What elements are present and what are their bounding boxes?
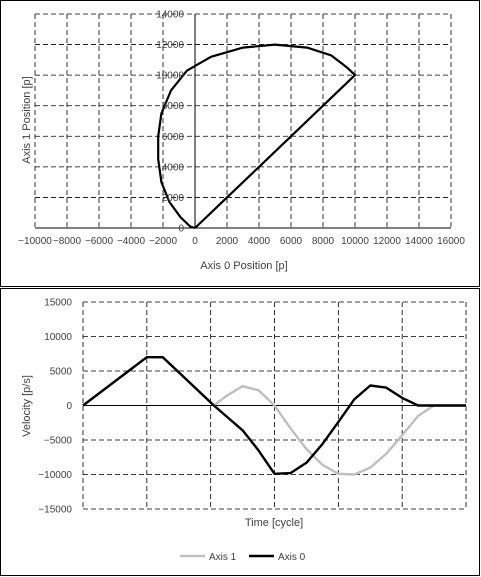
y-tick-label: 0 [66,401,72,412]
x-tick-label: 10000 [341,236,369,247]
x-tick-label: −8000 [53,236,82,247]
x-tick-label: −2000 [149,236,178,247]
grid [34,13,452,228]
series-layer [82,356,466,476]
y-tick-label: 14000 [156,10,184,21]
x-tick-labels: −10000 −8000 −6000 −4000 −2000 0 2000 4000 6000 8… [18,236,465,247]
x-tick-label: 14000 [405,236,433,247]
y-tick-label: 5000 [50,367,73,378]
x-axis-label: Time [cycle] [245,517,303,529]
x-tick-label: 2000 [216,236,239,247]
y-tick-labels: 0 2000 4000 6000 8000 10000 12000 14000 [156,10,184,235]
x-tick-label: 16000 [437,236,465,247]
x-tick-label: 8000 [312,236,335,247]
top-chart-frame [0,0,480,287]
y-tick-label: −5000 [44,436,73,447]
series-path [157,43,357,230]
series-axis-1 [82,356,466,476]
series-layer [157,43,357,230]
y-axis-label: Velocity [p/s] [21,375,33,437]
y-tick-label: 10000 [156,71,184,82]
y-tick-label: 6000 [162,132,185,143]
axes [35,14,451,229]
y-tick-label: −10000 [38,470,72,481]
y-tick-label: 12000 [156,40,184,51]
x-axis-label: Axis 0 Position [p] [200,260,287,272]
position-chart: −10000 −8000 −6000 −4000 −2000 0 2000 4000 6000 8… [18,10,465,273]
legend-label-axis-0: Axis 0 [278,552,306,563]
legend-label-axis-1: Axis 1 [209,552,237,563]
y-tick-label: 0 [178,224,184,235]
series-axis-0 [82,356,466,475]
y-tick-label: 15000 [44,298,72,309]
y-tick-label: −15000 [38,505,72,516]
bottom-chart-frame [0,288,480,576]
y-tick-label: 10000 [44,332,72,343]
x-tick-label: 0 [192,236,198,247]
velocity-chart: −15000 −10000 −5000 0 5000 10000 15000 Time [c… [21,298,467,563]
legend: Axis 1 Axis 0 [180,552,306,563]
x-tick-label: 12000 [373,236,401,247]
x-tick-label: −6000 [85,236,114,247]
y-axis-label: Axis 1 Position [p] [21,76,33,163]
y-tick-label: 4000 [162,162,185,173]
x-tick-label: −4000 [117,236,146,247]
x-tick-label: −10000 [18,236,52,247]
y-tick-label: 2000 [162,193,185,204]
x-tick-label: 6000 [280,236,303,247]
y-tick-label: 8000 [162,101,185,112]
x-tick-label: 4000 [248,236,271,247]
y-tick-labels: −15000 −10000 −5000 0 5000 10000 15000 [38,298,72,516]
